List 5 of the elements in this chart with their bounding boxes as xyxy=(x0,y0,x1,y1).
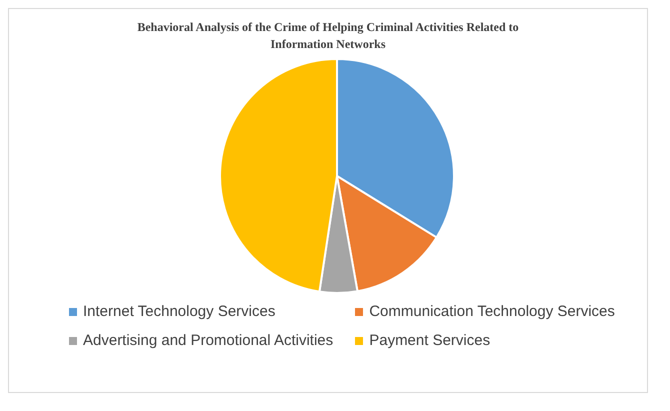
legend-label: Payment Services xyxy=(369,332,490,349)
chart-title: Behavioral Analysis of the Crime of Helping Criminal Activities Related to Information Networks xyxy=(136,19,520,53)
legend-label: Communication Technology Services xyxy=(369,303,615,320)
legend-label: Internet Technology Services xyxy=(83,303,276,320)
legend-label: Advertising and Promotional Activities xyxy=(83,332,334,349)
